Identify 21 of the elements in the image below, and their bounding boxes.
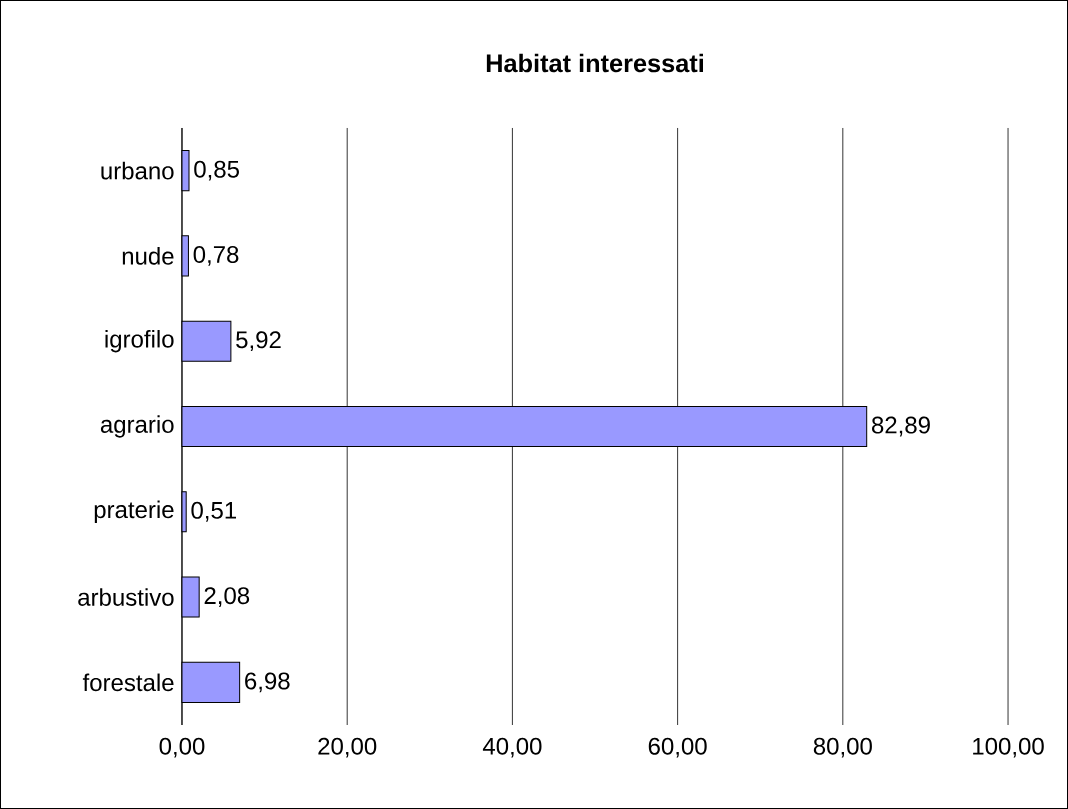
y-tick-label: agrario bbox=[100, 415, 174, 438]
data-label: 82,89 bbox=[872, 416, 930, 437]
data-label: 5,92 bbox=[236, 331, 281, 352]
y-tick-label: igrofilo bbox=[105, 330, 174, 353]
x-tick-label: 60,00 bbox=[648, 737, 707, 758]
x-tick-label: 80,00 bbox=[813, 737, 872, 758]
data-label: 0,85 bbox=[194, 160, 239, 181]
chart-title: Habitat interessati bbox=[486, 53, 703, 73]
x-tick-label: 40,00 bbox=[482, 737, 542, 758]
data-label: 6,98 bbox=[245, 672, 290, 693]
data-label: 0,78 bbox=[193, 246, 239, 266]
y-tick-label: forestale bbox=[82, 673, 174, 692]
y-tick-label: nude bbox=[122, 247, 174, 265]
x-tick-label: 100,00 bbox=[973, 737, 1044, 758]
y-tick-label: praterie bbox=[94, 500, 174, 523]
y-tick-label: urbano bbox=[101, 161, 174, 180]
x-tick-label: 20,00 bbox=[318, 737, 377, 758]
data-label: 0,51 bbox=[191, 501, 236, 522]
data-label: 2,08 bbox=[204, 587, 250, 607]
x-tick-label: 0,00 bbox=[159, 737, 205, 758]
y-tick-label: arbustivo bbox=[78, 588, 174, 606]
